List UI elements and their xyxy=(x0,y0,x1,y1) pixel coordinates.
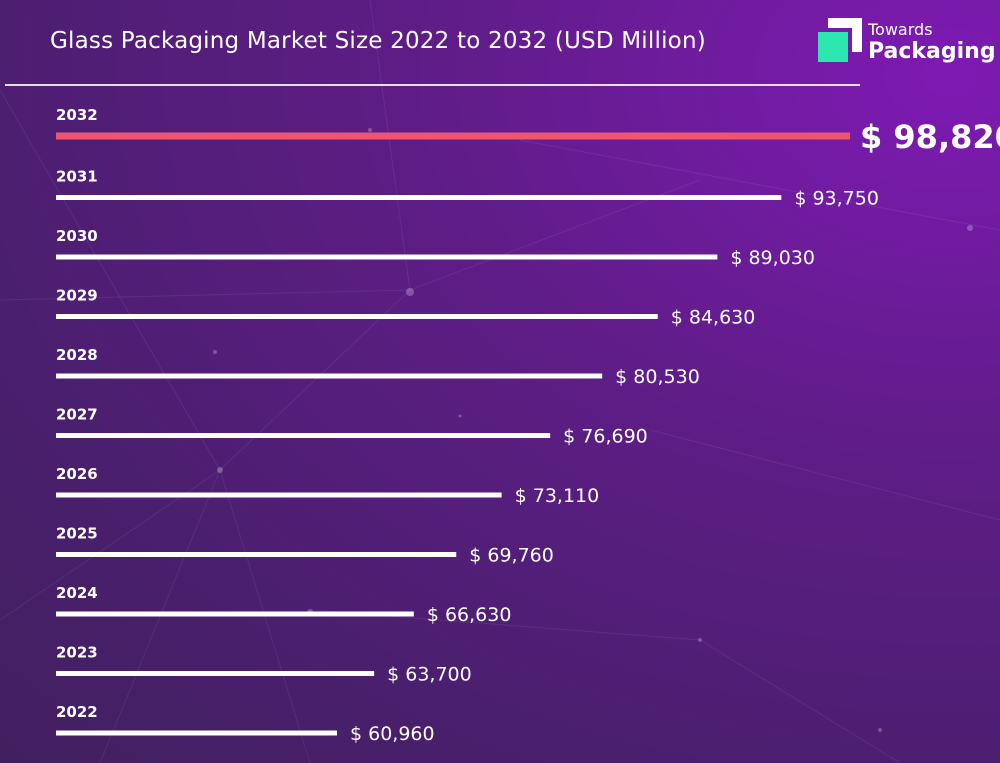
category-label-2026: 2026 xyxy=(56,465,98,483)
bar-2029 xyxy=(56,314,658,319)
bar-2022 xyxy=(56,730,338,736)
category-label-2031: 2031 xyxy=(56,168,98,186)
bar-2027 xyxy=(56,433,551,438)
value-label-2024: $ 66,630 xyxy=(427,604,512,626)
category-label-2028: 2028 xyxy=(56,346,98,364)
title-divider xyxy=(5,84,860,86)
value-label-2026: $ 73,110 xyxy=(515,485,600,507)
bar-2028 xyxy=(56,373,603,379)
logo-text-packaging: Packaging xyxy=(868,39,996,64)
category-label-2025: 2025 xyxy=(56,525,98,543)
bar-2031 xyxy=(56,195,782,200)
bar-2026 xyxy=(56,492,502,498)
category-label-2024: 2024 xyxy=(56,584,98,602)
brand-logo: Towards Packaging xyxy=(818,16,996,70)
value-label-2028: $ 80,530 xyxy=(615,366,700,388)
bar-2024 xyxy=(56,611,414,617)
value-label-2030: $ 89,030 xyxy=(730,247,815,269)
bar-2023 xyxy=(56,671,375,676)
logo-text-towards: Towards xyxy=(868,20,933,39)
bar-2025 xyxy=(56,552,457,557)
chart-title: Glass Packaging Market Size 2022 to 2032… xyxy=(50,28,706,54)
value-label-2022: $ 60,960 xyxy=(350,723,435,745)
value-label-2029: $ 84,630 xyxy=(671,307,756,329)
logo-mark-icon xyxy=(818,18,862,62)
value-label-2031: $ 93,750 xyxy=(794,188,879,210)
category-label-2032: 2032 xyxy=(56,106,98,124)
value-label-2032: $ 98,820 xyxy=(860,118,1000,156)
category-label-2029: 2029 xyxy=(56,287,98,305)
value-label-2023: $ 63,700 xyxy=(387,664,472,686)
category-label-2030: 2030 xyxy=(56,227,98,245)
bar-2032 xyxy=(56,132,851,140)
category-label-2027: 2027 xyxy=(56,406,98,424)
value-label-2027: $ 76,690 xyxy=(563,426,648,448)
category-label-2023: 2023 xyxy=(56,644,98,662)
category-label-2022: 2022 xyxy=(56,703,98,721)
value-label-2025: $ 69,760 xyxy=(469,545,554,567)
bar-2030 xyxy=(56,254,718,260)
